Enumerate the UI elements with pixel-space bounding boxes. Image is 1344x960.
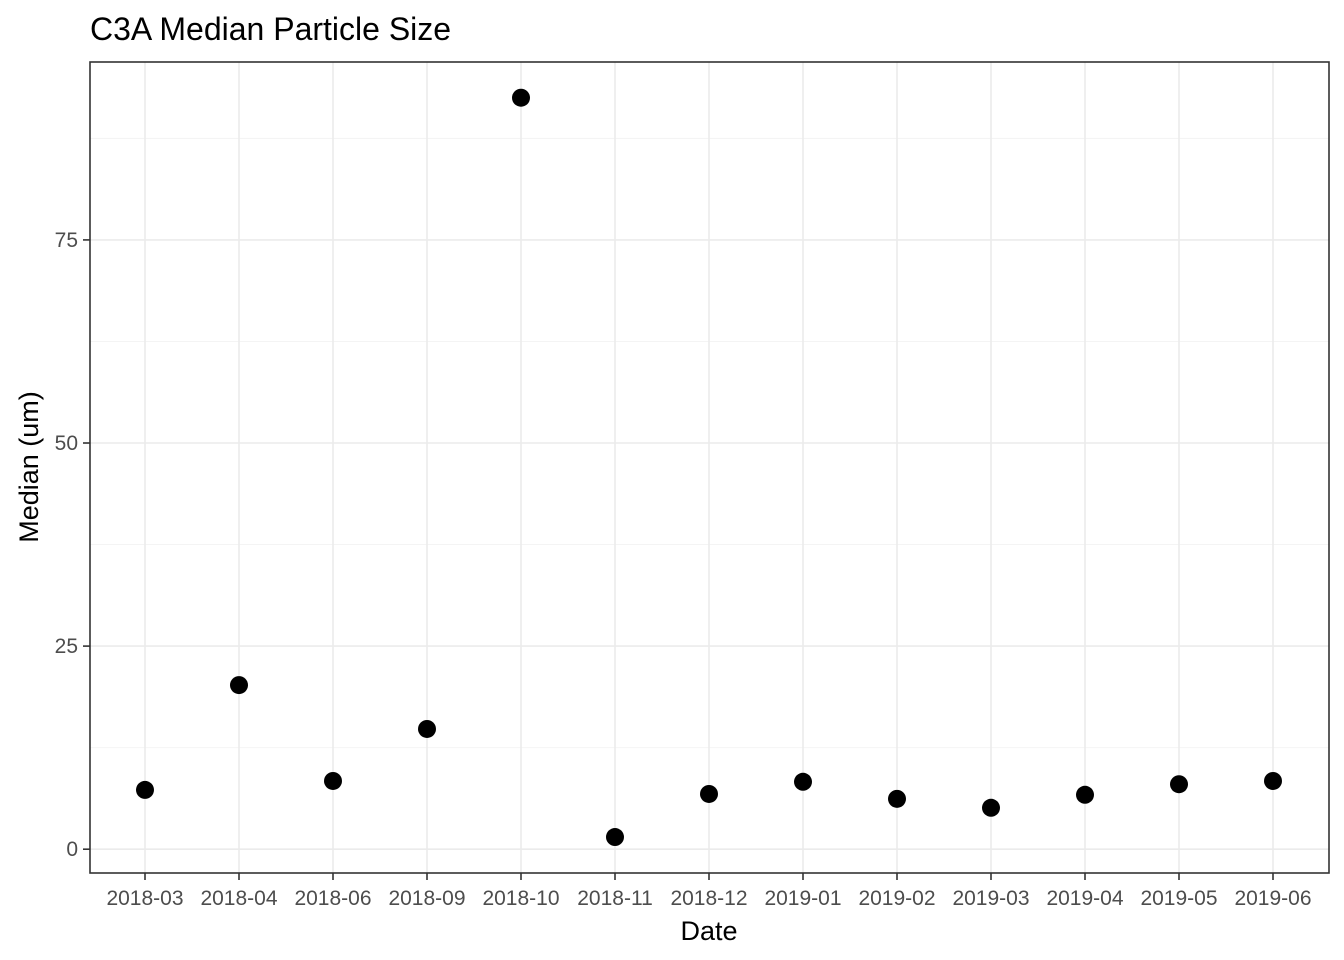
x-tick-label-5: 2018-11	[577, 887, 653, 910]
y-tick-label-3: 75	[55, 229, 78, 252]
x-tick-label-10: 2019-04	[1046, 887, 1123, 910]
x-tick-label-0: 2018-03	[106, 887, 183, 910]
axis-ticks: 0 25 50 75 2018-03 2018-04 2018-06 2018-09 2018-…	[55, 229, 1312, 910]
data-point-2019-01	[794, 772, 812, 791]
x-tick-label-9: 2019-03	[952, 887, 1029, 910]
data-point-2019-05	[1170, 775, 1188, 794]
x-tick-label-6: 2018-12	[670, 887, 747, 910]
data-point-2019-04	[1076, 785, 1094, 804]
x-tick-label-12: 2019-06	[1234, 887, 1311, 910]
data-point-2019-03	[982, 798, 1000, 817]
grid	[90, 62, 1329, 873]
data-point-2019-06	[1264, 771, 1282, 790]
x-tick-label-7: 2019-01	[764, 887, 841, 910]
panel-border	[89, 61, 1330, 874]
data-points	[136, 88, 1282, 847]
y-tick-label-0: 0	[66, 838, 78, 861]
y-tick-label-2: 50	[55, 432, 78, 455]
x-tick-label-11: 2019-05	[1140, 887, 1217, 910]
data-point-2018-12	[700, 784, 718, 803]
data-point-2018-06	[324, 771, 342, 790]
x-tick-label-1: 2018-04	[200, 887, 277, 910]
chart-title: C3A Median Particle Size	[90, 11, 451, 47]
data-point-2018-10	[512, 88, 530, 107]
data-point-2018-03	[136, 780, 154, 799]
data-point-2018-11	[606, 828, 624, 847]
x-tick-label-8: 2019-02	[858, 887, 935, 910]
y-tick-label-1: 25	[55, 635, 78, 658]
x-tick-label-4: 2018-10	[482, 887, 559, 910]
x-tick-label-2: 2018-06	[294, 887, 371, 910]
x-tick-label-3: 2018-09	[388, 887, 465, 910]
y-axis-label: Median (um)	[14, 391, 44, 543]
data-point-2018-09	[418, 719, 436, 738]
x-axis-label: Date	[680, 916, 737, 946]
data-point-2018-04	[230, 676, 248, 695]
data-point-2019-02	[888, 789, 906, 808]
